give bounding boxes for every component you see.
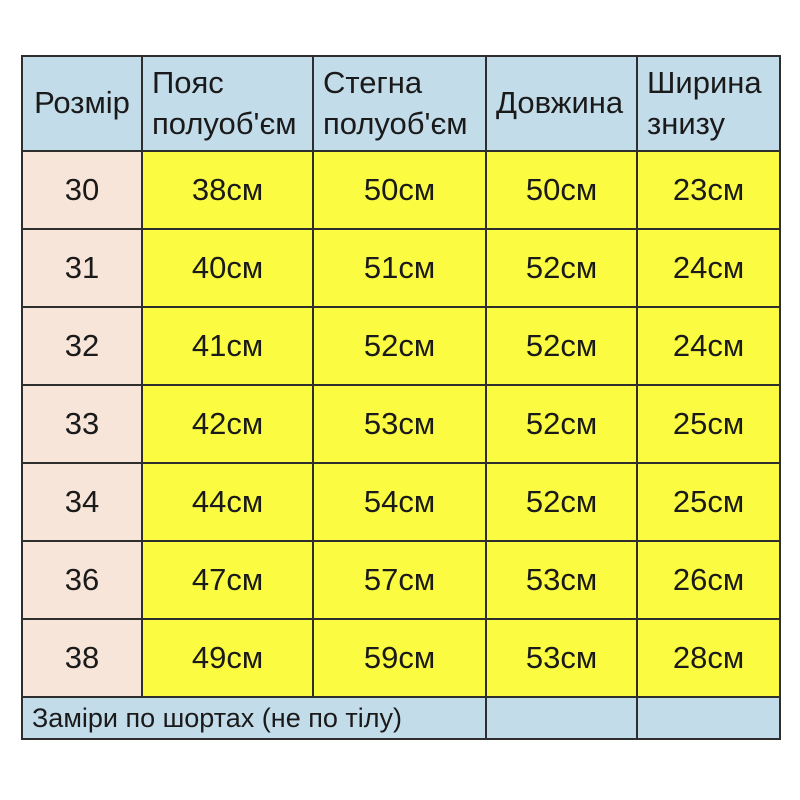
length-cell: 52см xyxy=(485,228,638,308)
footer-empty-cell-bottom-width xyxy=(636,696,781,740)
size-cell: 33 xyxy=(21,384,143,464)
waist-cell: 40см xyxy=(141,228,314,308)
table-row: 36 47см 57см 53см 26см xyxy=(21,540,781,620)
size-cell: 36 xyxy=(21,540,143,620)
header-cell-size: Розмір xyxy=(21,55,143,152)
size-cell: 32 xyxy=(21,306,143,386)
table-row: 33 42см 53см 52см 25см xyxy=(21,384,781,464)
footer-row: Заміри по шортах (не по тілу) xyxy=(21,696,781,740)
header-row: Розмір Пояс полуоб'єм Стегна полуоб'єм Д… xyxy=(21,55,781,152)
header-cell-bottom-width: Ширина знизу xyxy=(636,55,781,152)
table-row: 34 44см 54см 52см 25см xyxy=(21,462,781,542)
table-row: 38 49см 59см 53см 28см xyxy=(21,618,781,698)
hips-cell: 52см xyxy=(312,306,487,386)
waist-cell: 38см xyxy=(141,150,314,230)
length-cell: 52см xyxy=(485,306,638,386)
waist-cell: 42см xyxy=(141,384,314,464)
waist-cell: 41см xyxy=(141,306,314,386)
footer-empty-cell-length xyxy=(485,696,638,740)
length-cell: 52см xyxy=(485,384,638,464)
hips-cell: 53см xyxy=(312,384,487,464)
size-chart-table: Розмір Пояс полуоб'єм Стегна полуоб'єм Д… xyxy=(21,55,781,740)
hips-cell: 50см xyxy=(312,150,487,230)
length-cell: 50см xyxy=(485,150,638,230)
bottom-width-cell: 28см xyxy=(636,618,781,698)
bottom-width-cell: 24см xyxy=(636,228,781,308)
size-cell: 34 xyxy=(21,462,143,542)
table-row: 30 38см 50см 50см 23см xyxy=(21,150,781,230)
waist-cell: 47см xyxy=(141,540,314,620)
hips-cell: 54см xyxy=(312,462,487,542)
waist-cell: 49см xyxy=(141,618,314,698)
hips-cell: 57см xyxy=(312,540,487,620)
bottom-width-cell: 25см xyxy=(636,462,781,542)
footer-note: Заміри по шортах (не по тілу) xyxy=(21,696,487,740)
size-cell: 31 xyxy=(21,228,143,308)
bottom-width-cell: 25см xyxy=(636,384,781,464)
length-cell: 52см xyxy=(485,462,638,542)
length-cell: 53см xyxy=(485,540,638,620)
size-cell: 38 xyxy=(21,618,143,698)
size-cell: 30 xyxy=(21,150,143,230)
table-row: 32 41см 52см 52см 24см xyxy=(21,306,781,386)
bottom-width-cell: 23см xyxy=(636,150,781,230)
header-cell-length: Довжина xyxy=(485,55,638,152)
header-cell-waist: Пояс полуоб'єм xyxy=(141,55,314,152)
bottom-width-cell: 24см xyxy=(636,306,781,386)
length-cell: 53см xyxy=(485,618,638,698)
hips-cell: 51см xyxy=(312,228,487,308)
waist-cell: 44см xyxy=(141,462,314,542)
hips-cell: 59см xyxy=(312,618,487,698)
bottom-width-cell: 26см xyxy=(636,540,781,620)
table-row: 31 40см 51см 52см 24см xyxy=(21,228,781,308)
header-cell-hips: Стегна полуоб'єм xyxy=(312,55,487,152)
